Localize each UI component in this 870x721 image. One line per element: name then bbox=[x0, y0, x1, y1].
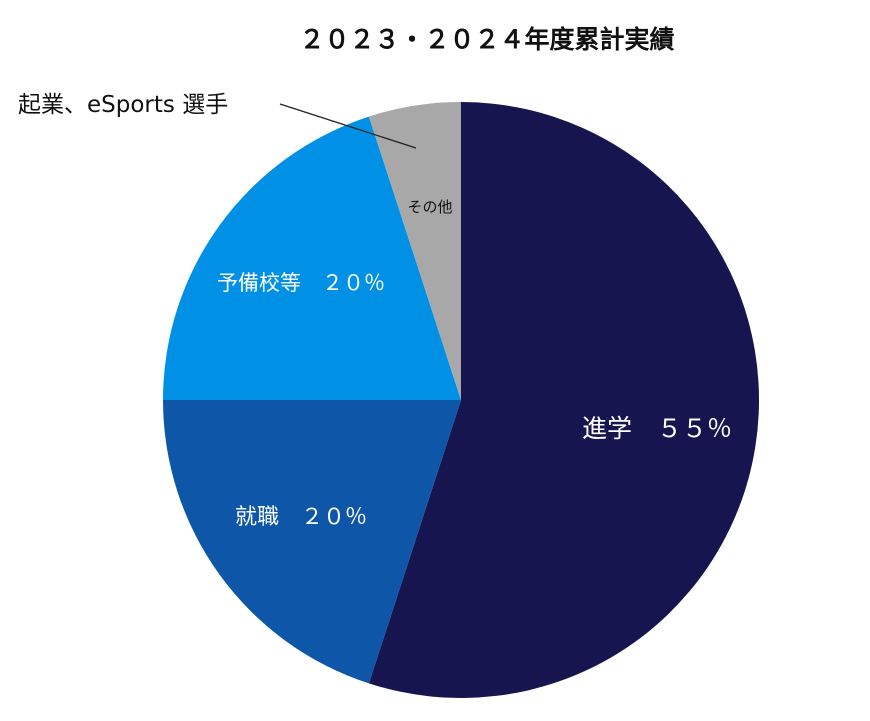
slice-label-1: 進学 ５５％ bbox=[582, 414, 732, 443]
slice-label-3: 予備校等 ２０％ bbox=[217, 271, 385, 295]
callout-label: 起業、eSports 選手 bbox=[18, 92, 228, 118]
slice-label-4: その他 bbox=[407, 198, 452, 216]
pie-slices bbox=[163, 102, 760, 698]
chart-title: ２０２３・２０２４年度累計実績 bbox=[299, 25, 674, 54]
pie-slice-1 bbox=[368, 102, 760, 698]
pie-slice-2 bbox=[163, 400, 461, 684]
slice-labels: 進学 ５５％ 就職 ２０％ 予備校等 ２０％ その他 bbox=[217, 198, 732, 530]
callout-leader-line bbox=[279, 103, 417, 149]
pie-slice-4 bbox=[368, 102, 461, 400]
slice-label-2: 就職 ２０％ bbox=[235, 505, 367, 530]
pie-slice-3 bbox=[163, 116, 461, 400]
